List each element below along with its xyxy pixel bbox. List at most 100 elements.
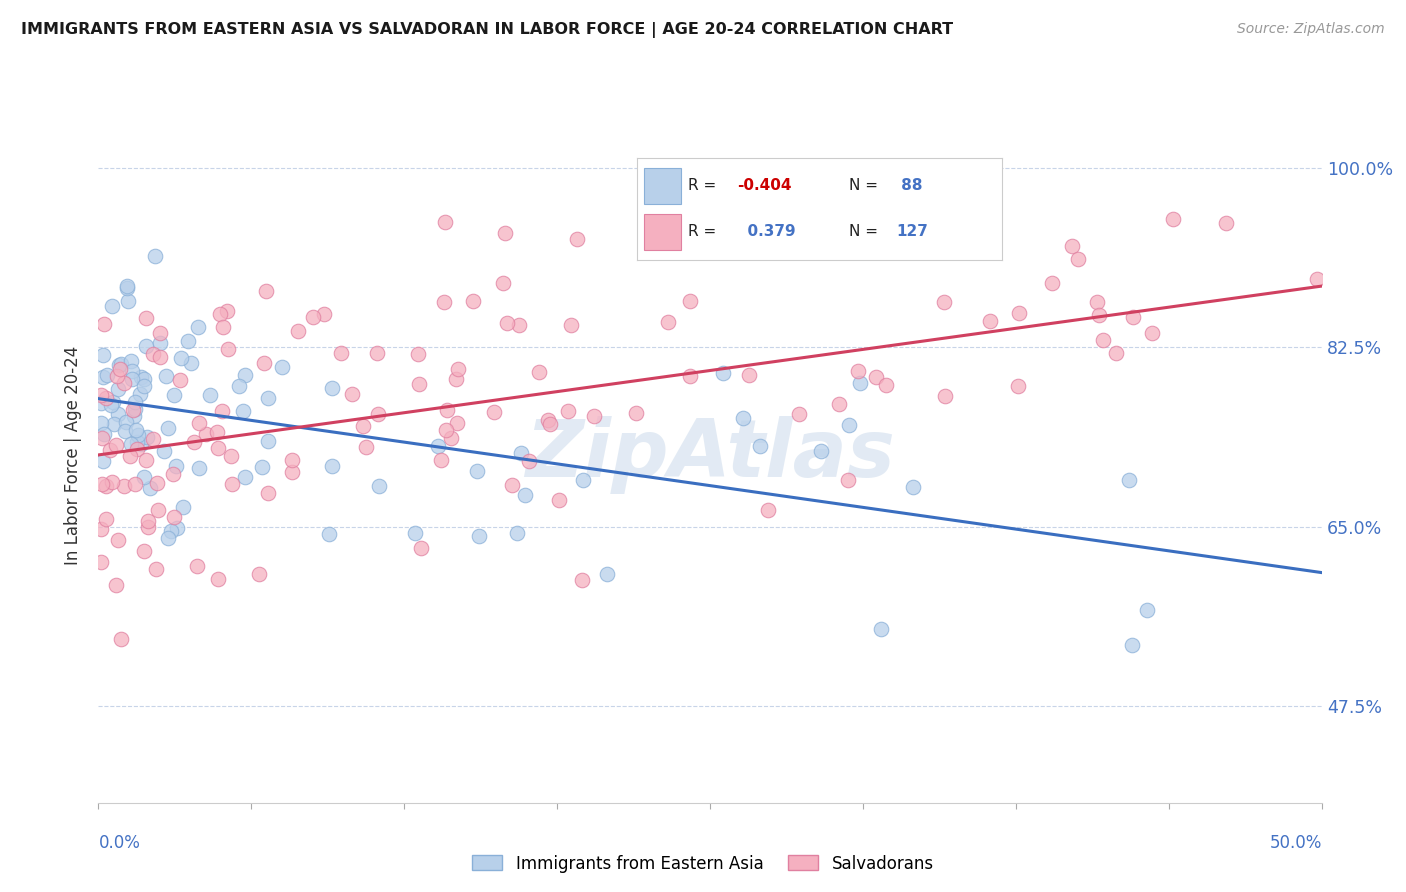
Point <box>838 418 860 433</box>
Point <box>233 470 256 484</box>
Point <box>187 319 209 334</box>
Point <box>440 431 463 445</box>
Point <box>187 460 209 475</box>
Point <box>127 427 149 442</box>
Point <box>494 227 516 241</box>
Point <box>330 346 353 360</box>
Point <box>96 368 118 382</box>
Text: 0.379: 0.379 <box>737 225 796 239</box>
Point <box>870 622 893 636</box>
Point <box>254 285 277 299</box>
Point <box>139 481 162 495</box>
Point <box>142 432 165 446</box>
Point <box>571 574 593 588</box>
Point <box>98 442 121 457</box>
Point <box>149 336 172 351</box>
Point <box>1007 378 1029 392</box>
Point <box>235 368 257 382</box>
Text: 127: 127 <box>896 225 928 239</box>
Point <box>1008 306 1031 320</box>
Point <box>1161 211 1184 226</box>
Text: -0.404: -0.404 <box>737 178 792 194</box>
Point <box>165 458 187 473</box>
Bar <box>644 168 681 203</box>
Point <box>114 424 136 438</box>
Point <box>1136 602 1159 616</box>
Point <box>208 307 231 321</box>
Point <box>117 294 139 309</box>
Point <box>426 439 449 453</box>
Point <box>127 442 149 457</box>
Point <box>596 567 619 582</box>
Text: ZipAtlas: ZipAtlas <box>524 416 896 494</box>
Point <box>302 310 325 324</box>
Point <box>112 376 135 390</box>
Point <box>436 403 458 417</box>
Point <box>560 318 582 332</box>
Point <box>321 381 343 395</box>
Text: 88: 88 <box>896 178 922 194</box>
Point <box>125 423 148 437</box>
Point <box>247 567 270 582</box>
Point <box>91 453 114 467</box>
Point <box>108 362 131 376</box>
Point <box>934 389 956 403</box>
Point <box>465 464 488 478</box>
Point <box>160 524 183 538</box>
Text: N =: N = <box>849 225 883 239</box>
Point <box>810 443 832 458</box>
Point <box>183 435 205 450</box>
Point <box>444 372 467 386</box>
Point <box>142 347 165 361</box>
Point <box>91 348 114 362</box>
Point <box>510 446 533 460</box>
Point <box>136 520 159 534</box>
Point <box>112 479 135 493</box>
Text: IMMIGRANTS FROM EASTERN ASIA VS SALVADORAN IN LABOR FORCE | AGE 20-24 CORRELATIO: IMMIGRANTS FROM EASTERN ASIA VS SALVADOR… <box>21 22 953 38</box>
Point <box>120 437 142 451</box>
Point <box>548 492 571 507</box>
Point <box>101 475 124 489</box>
Point <box>101 394 124 409</box>
Point <box>321 459 343 474</box>
Point <box>513 488 536 502</box>
Point <box>1085 295 1108 310</box>
Point <box>90 388 112 402</box>
Point <box>484 404 506 418</box>
Point <box>406 347 429 361</box>
Point <box>104 438 127 452</box>
Point <box>129 437 152 451</box>
Point <box>94 391 117 405</box>
Point <box>124 395 146 409</box>
Point <box>257 434 280 449</box>
Point <box>837 473 859 487</box>
Point <box>215 303 238 318</box>
Point <box>132 379 155 393</box>
Point <box>340 387 363 401</box>
Point <box>1040 276 1063 290</box>
Point <box>94 479 117 493</box>
Point <box>796 235 818 249</box>
Point <box>281 465 304 479</box>
Point <box>172 500 194 514</box>
Point <box>430 452 453 467</box>
Point <box>368 479 391 493</box>
Point <box>90 416 112 430</box>
Point <box>828 396 851 410</box>
Text: 50.0%: 50.0% <box>1270 834 1322 852</box>
Point <box>93 317 115 331</box>
Point <box>135 339 157 353</box>
Point <box>1121 638 1143 652</box>
Point <box>146 475 169 490</box>
Point <box>93 427 115 442</box>
Point <box>1306 272 1329 286</box>
Point <box>156 421 179 435</box>
Point <box>411 541 433 556</box>
Point <box>157 532 180 546</box>
Point <box>537 412 560 426</box>
Point <box>287 324 309 338</box>
Point <box>571 474 593 488</box>
Point <box>128 387 150 401</box>
Point <box>103 417 125 431</box>
Point <box>366 346 388 360</box>
